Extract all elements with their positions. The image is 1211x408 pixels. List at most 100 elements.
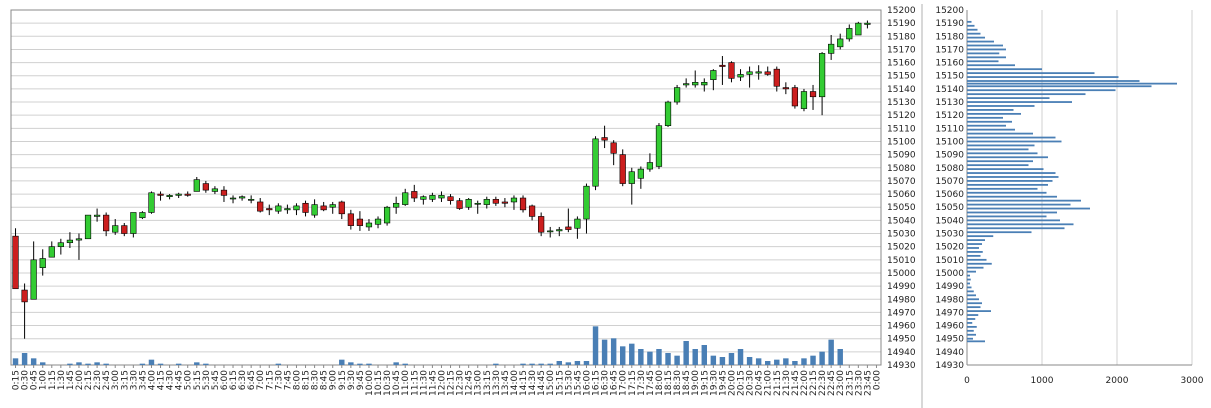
time-tick-label: 15:15: [555, 370, 565, 396]
profile-price-tick-label: 15080: [935, 164, 964, 174]
profile-bar: [967, 187, 1038, 190]
volume-bar: [175, 363, 182, 365]
candle-body-down: [21, 289, 28, 303]
price-tick-label: 15060: [887, 190, 916, 200]
time-tick-label: 10:30: [383, 370, 393, 396]
volume-bar: [592, 326, 599, 365]
candle-body-down: [347, 213, 354, 226]
profile-bar: [967, 266, 984, 269]
price-tick-label: 15200: [887, 6, 916, 16]
candle: [501, 198, 509, 208]
volume-bar: [837, 349, 843, 365]
time-tick-label: 15:00: [546, 370, 556, 396]
candle-body-up: [93, 214, 101, 217]
profile-bar: [967, 310, 991, 312]
profile-bar: [967, 180, 1053, 182]
profile-bar: [967, 325, 977, 328]
time-tick-label: 11:15: [410, 370, 420, 396]
profile-bar: [967, 278, 971, 281]
candle: [121, 223, 128, 237]
volume-bar: [647, 351, 653, 365]
profile-bar: [967, 243, 982, 245]
candle-body-up: [592, 138, 599, 187]
candle-body-down: [791, 87, 799, 107]
volume-bar: [674, 355, 680, 365]
candle: [229, 195, 237, 204]
candle-body-down: [320, 205, 327, 211]
candle-body-up: [510, 197, 518, 203]
volume-bar: [393, 362, 399, 365]
candle-body-down: [601, 137, 608, 141]
candle: [592, 136, 599, 191]
volume-bar: [656, 349, 662, 365]
candle: [465, 198, 472, 210]
profile-bar: [967, 302, 982, 305]
profile-bar: [967, 116, 1003, 119]
candle-body-up: [800, 91, 808, 109]
time-tick-label: 18:45: [682, 370, 692, 396]
candle-body-down: [411, 191, 418, 199]
price-tick-label: 15030: [887, 230, 916, 240]
time-tick-label: 2:45: [102, 370, 112, 390]
profile-price-tick-label: 15020: [935, 243, 964, 253]
profile-bar: [967, 72, 1095, 75]
candle-body-up: [483, 199, 490, 205]
volume-bars: [12, 326, 843, 365]
time-tick-label: 20:30: [746, 370, 756, 396]
volume-bar: [493, 363, 499, 365]
volume-bar: [801, 358, 807, 365]
candle-body-up: [130, 212, 137, 234]
profile-bar: [967, 68, 1042, 71]
candle-body-up: [139, 212, 146, 219]
time-tick-label: 0:30: [21, 370, 31, 390]
volume-bar: [620, 346, 626, 365]
candle-body-up: [284, 208, 291, 211]
candle: [329, 201, 336, 214]
candle: [828, 34, 835, 60]
candle-body-down: [302, 202, 309, 213]
candle-body-down: [12, 235, 19, 290]
volume-bar: [67, 363, 73, 365]
candle: [293, 203, 300, 216]
volume-bar: [692, 349, 698, 365]
candle-body-down: [456, 200, 463, 209]
profile-bar: [967, 176, 1059, 178]
profile-grid: [966, 10, 1193, 365]
candle-body-up: [556, 229, 563, 232]
profile-bar: [967, 152, 1038, 155]
candle: [628, 167, 635, 205]
profile-bar: [967, 207, 1090, 210]
candle: [12, 228, 19, 290]
volume-bar: [275, 363, 282, 365]
candle-body-up: [755, 71, 762, 74]
candle: [374, 216, 382, 229]
candle: [302, 200, 309, 217]
candle: [728, 61, 735, 83]
price-tick-label: 15120: [887, 111, 916, 121]
profile-bar: [967, 199, 1081, 202]
profile-bar: [967, 44, 1003, 47]
time-tick-label: 10:15: [374, 370, 384, 396]
profile-bar: [967, 235, 994, 238]
profile-bar: [967, 219, 1060, 222]
candle-body-up: [48, 246, 55, 258]
candlestick-chart: 14930 14940 14950 14960 14970 14980 14990 15000…: [10, 6, 916, 396]
volume-bar: [601, 339, 608, 365]
profile-bar: [967, 254, 981, 257]
time-tick-label: 8:30: [311, 370, 321, 390]
price-tick-label: 15070: [887, 177, 916, 187]
time-tick-label: 2:15: [84, 370, 94, 390]
volume-bar: [366, 363, 372, 365]
time-tick-label: 19:15: [700, 370, 710, 396]
candle: [211, 186, 219, 195]
profile-price-tick-label: 15120: [935, 111, 964, 121]
volume-bar: [665, 353, 671, 365]
time-tick-label: 11:30: [419, 370, 429, 396]
time-tick-label: 8:15: [302, 370, 312, 390]
profile-bar: [967, 24, 975, 27]
candle: [48, 241, 55, 258]
profile-price-tick-label: 15030: [935, 230, 964, 240]
volume-bar: [610, 338, 617, 365]
candle-body-down: [773, 68, 780, 87]
profile-bar: [967, 183, 1048, 186]
